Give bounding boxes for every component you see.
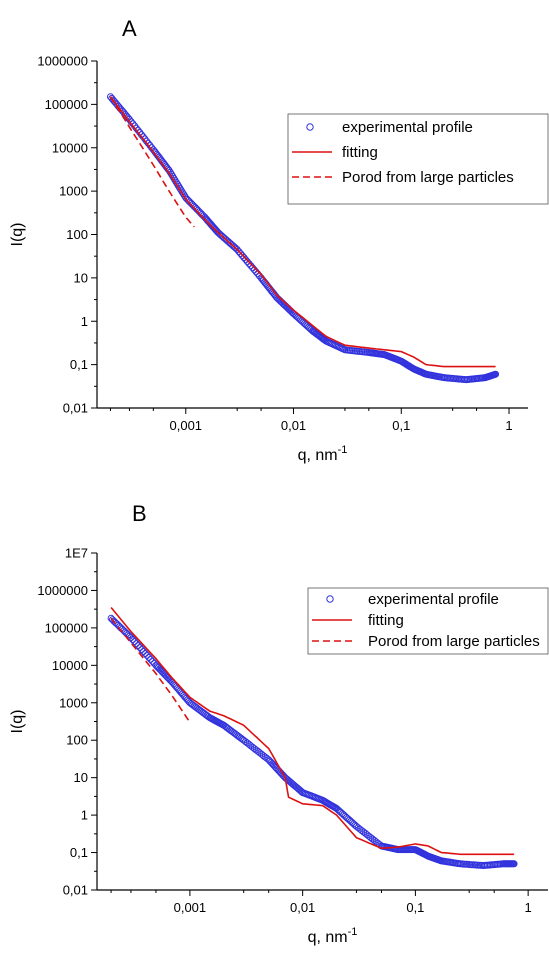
x-tick-label: 1	[505, 418, 512, 433]
x-tick-label: 0,01	[281, 418, 306, 433]
data-point	[147, 655, 155, 663]
series-experimental-profile	[107, 614, 518, 869]
x-axis-title: q, nm-1	[308, 926, 358, 946]
data-point	[139, 648, 147, 655]
x-tick-label: 0,1	[392, 418, 410, 433]
data-point	[127, 634, 135, 642]
data-point	[245, 260, 253, 268]
legend-label: experimental profile	[368, 591, 499, 608]
data-point	[138, 646, 146, 653]
data-point	[136, 644, 144, 651]
y-tick-label: 10000	[52, 140, 88, 155]
data-point	[134, 642, 142, 649]
data-point	[161, 671, 169, 679]
data-point	[237, 250, 245, 258]
legend-label: fitting	[342, 144, 378, 161]
data-point	[243, 258, 251, 266]
data-point	[233, 246, 241, 253]
y-tick-label: 1000	[59, 184, 88, 199]
x-tick-label: 0,01	[290, 900, 315, 915]
plot-area	[107, 93, 500, 384]
x-tick-label: 0,001	[174, 900, 207, 915]
legend-label: Porod from large particles	[368, 633, 540, 650]
data-point	[510, 860, 518, 868]
y-tick-label: 1000000	[37, 54, 88, 69]
y-tick-label: 100000	[45, 620, 88, 635]
y-tick-label: 0,1	[70, 845, 88, 860]
series-porod-line	[110, 617, 191, 723]
legend-label: experimental profile	[342, 119, 473, 136]
y-tick-label: 100000	[45, 97, 88, 112]
chart-panel-b: B 0,01 0,1 1 10 100 1000 10000 100000 1000000 1E7 0…	[9, 501, 549, 946]
x-tick-label: 0,001	[170, 418, 203, 433]
y-axis-title: I(q)	[9, 223, 26, 247]
data-point	[132, 640, 140, 648]
data-point	[148, 657, 156, 665]
legend: experimental profile fitting Porod from la…	[307, 587, 549, 655]
data-point	[129, 636, 137, 644]
y-tick-label: 100	[66, 733, 88, 748]
y-tick-label: 1	[81, 808, 88, 823]
y-tick-label: 1000000	[37, 583, 88, 598]
data-point	[213, 228, 221, 236]
panel-label: B	[132, 501, 147, 526]
legend-box	[307, 587, 549, 655]
data-point	[154, 664, 162, 672]
x-tick-label: 0,1	[406, 900, 424, 915]
y-tick-label: 0,1	[70, 357, 88, 372]
data-point	[242, 256, 250, 264]
data-point	[235, 248, 243, 256]
x-tick-label: 1	[525, 900, 532, 915]
legend-box	[287, 113, 549, 205]
y-tick-label: 10	[74, 770, 88, 785]
series-porod-line	[109, 96, 195, 228]
legend: experimental profile fitting Porod from la…	[287, 113, 549, 205]
legend-marker-circle	[306, 123, 314, 131]
panel-label: A	[122, 16, 137, 41]
legend-label: Porod from large particles	[342, 169, 514, 186]
data-point	[141, 650, 149, 657]
data-point	[240, 254, 248, 262]
y-tick-label: 0,01	[63, 401, 88, 416]
data-point	[153, 663, 161, 671]
data-point	[131, 638, 138, 646]
y-tick-label: 10	[74, 270, 88, 285]
data-point	[145, 653, 153, 661]
y-tick-label: 1	[81, 314, 88, 329]
data-point	[163, 672, 170, 680]
data-point	[160, 670, 168, 678]
y-axis-title: I(q)	[9, 710, 26, 734]
data-point	[157, 666, 165, 674]
plot-area	[107, 606, 518, 869]
legend-marker-circle	[326, 595, 334, 603]
x-axis-title: q, nm-1	[298, 444, 348, 464]
data-point	[143, 651, 151, 659]
data-point	[492, 370, 500, 378]
series-fitting-line	[109, 96, 496, 368]
legend-label: fitting	[368, 612, 404, 629]
y-tick-label: 0,01	[63, 883, 88, 898]
y-tick-label: 100	[66, 227, 88, 242]
chart-panel-a: A 0,01 0,1 1 10 100 1000 10000 100000 1000000 0,00…	[9, 16, 549, 464]
series-fitting-line	[110, 606, 515, 856]
y-tick-label: 1E7	[65, 546, 88, 561]
data-point	[238, 252, 246, 260]
y-tick-label: 10000	[52, 658, 88, 673]
data-point	[156, 665, 163, 673]
y-tick-label: 1000	[59, 695, 88, 710]
